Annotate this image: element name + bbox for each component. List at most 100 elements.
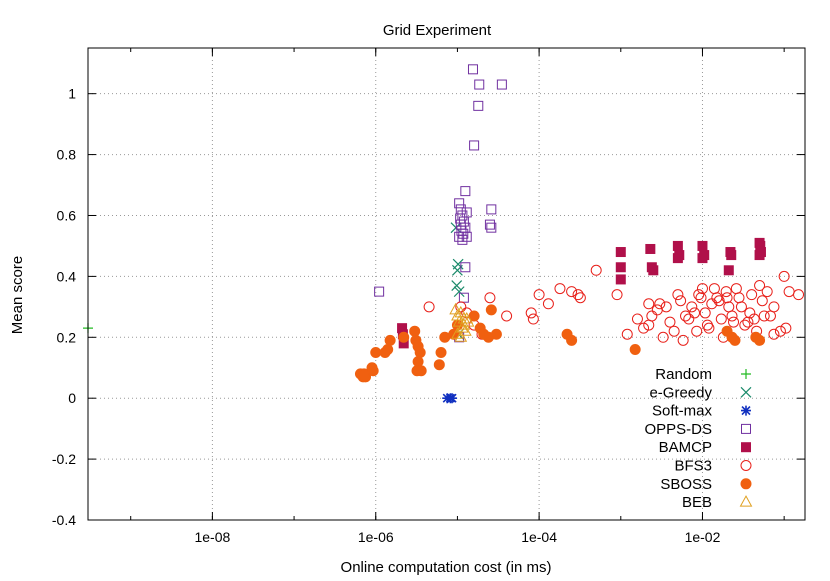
data-point (566, 286, 578, 298)
series-bfs3 (423, 264, 805, 346)
data-point (611, 289, 623, 301)
legend-marker (740, 478, 752, 490)
data-point (754, 280, 766, 292)
data-point (370, 347, 382, 359)
data-point (672, 240, 683, 251)
data-point (533, 289, 545, 301)
data-point (711, 292, 723, 304)
data-point (525, 307, 537, 319)
data-point (758, 310, 770, 322)
data-point (723, 301, 735, 313)
data-point (433, 359, 445, 371)
data-point (793, 289, 805, 301)
data-point (423, 301, 435, 313)
data-point (574, 292, 586, 304)
data-point (615, 274, 626, 285)
data-point (723, 265, 734, 276)
data-point (473, 100, 484, 111)
data-point (783, 286, 795, 298)
legend-label: e-Greedy (649, 384, 712, 401)
data-point (638, 322, 650, 334)
data-point (730, 283, 742, 295)
data-point (412, 356, 424, 368)
data-point (469, 140, 480, 151)
legend-label: Soft-max (652, 403, 713, 420)
chart-title: Grid Experiment (383, 22, 492, 39)
legend-marker (740, 460, 752, 471)
data-point (778, 270, 790, 282)
data-point (680, 310, 692, 322)
data-point (764, 310, 776, 322)
data-point (643, 298, 655, 310)
data-point (648, 265, 659, 276)
data-point (451, 280, 463, 291)
data-point (631, 313, 643, 325)
data-point (485, 304, 497, 316)
data-point (461, 315, 475, 327)
data-point (460, 262, 471, 273)
data-point (566, 334, 578, 346)
data-point (668, 325, 680, 337)
data-point (729, 334, 741, 346)
data-point (703, 322, 715, 334)
y-tick-label: -0.2 (52, 451, 76, 467)
x-axis-label: Online computation cost (in ms) (341, 559, 552, 576)
data-point (542, 298, 554, 310)
data-point (774, 325, 786, 337)
data-point (768, 328, 780, 340)
data-point (453, 286, 465, 298)
data-point (695, 292, 707, 304)
data-point (675, 295, 687, 307)
data-point (414, 347, 426, 359)
data-point (457, 234, 468, 245)
y-tick-label: 0.4 (57, 268, 77, 284)
data-point (728, 316, 740, 328)
data-point (693, 289, 705, 301)
data-point (384, 334, 396, 346)
y-tick-label: 0.6 (57, 207, 77, 223)
data-point (460, 186, 471, 197)
data-points (83, 64, 805, 404)
series-soft-max (442, 393, 458, 404)
data-point (645, 243, 656, 254)
data-point (458, 292, 469, 303)
data-point (683, 313, 695, 325)
data-point (398, 331, 410, 343)
legend-marker (741, 442, 751, 453)
plot-frame (87, 47, 806, 521)
data-point (455, 301, 467, 313)
legend-label: BFS3 (674, 458, 712, 475)
data-point (660, 301, 672, 313)
data-point (715, 313, 727, 325)
data-point (672, 253, 683, 264)
data-point (742, 316, 754, 328)
data-point (572, 289, 584, 301)
data-point (484, 219, 495, 230)
data-point (697, 253, 708, 264)
data-point (454, 198, 465, 209)
data-point (691, 325, 703, 337)
y-tick-label: 0.8 (57, 147, 77, 163)
data-point (739, 319, 751, 331)
y-tick-label: 0.2 (57, 329, 77, 345)
legend-label: SBOSS (660, 476, 712, 493)
data-point (490, 328, 502, 340)
data-point (454, 305, 468, 318)
data-point (367, 365, 379, 377)
data-point (484, 292, 496, 304)
data-point (501, 310, 513, 322)
legend-marker (741, 405, 751, 416)
data-point (689, 307, 701, 319)
series-beb (449, 302, 475, 342)
x-tick-label: 1e-02 (685, 529, 721, 545)
y-tick-label: -0.4 (52, 512, 76, 528)
x-tick-label: 1e-06 (358, 529, 394, 545)
data-point (374, 286, 385, 297)
data-point (721, 292, 733, 304)
data-point (780, 322, 792, 334)
data-point (454, 231, 465, 242)
data-point (735, 301, 747, 313)
data-point (720, 286, 732, 298)
data-point (409, 325, 421, 337)
